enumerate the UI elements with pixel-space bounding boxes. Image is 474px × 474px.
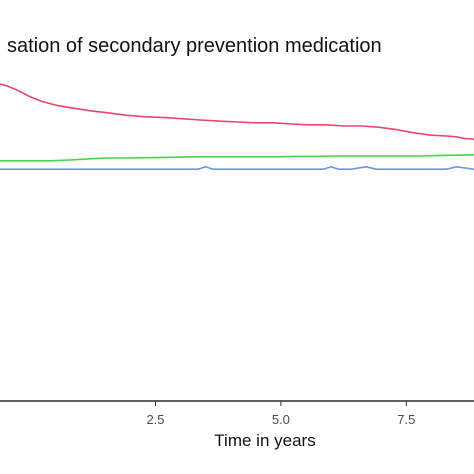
x-axis-title: Time in years [214,431,315,450]
series-line-1 [0,83,474,140]
x-tick-label: 2.5 [146,412,164,427]
series-line-3 [0,166,474,170]
x-tick-label: 5.0 [272,412,290,427]
x-tick-label: 7.5 [397,412,415,427]
x-axis-ticks: 2.5 5.0 7.5 [146,401,415,427]
chart-title: sation of secondary prevention medicatio… [7,35,382,57]
series-layer [0,83,474,170]
series-line-2 [0,154,474,162]
